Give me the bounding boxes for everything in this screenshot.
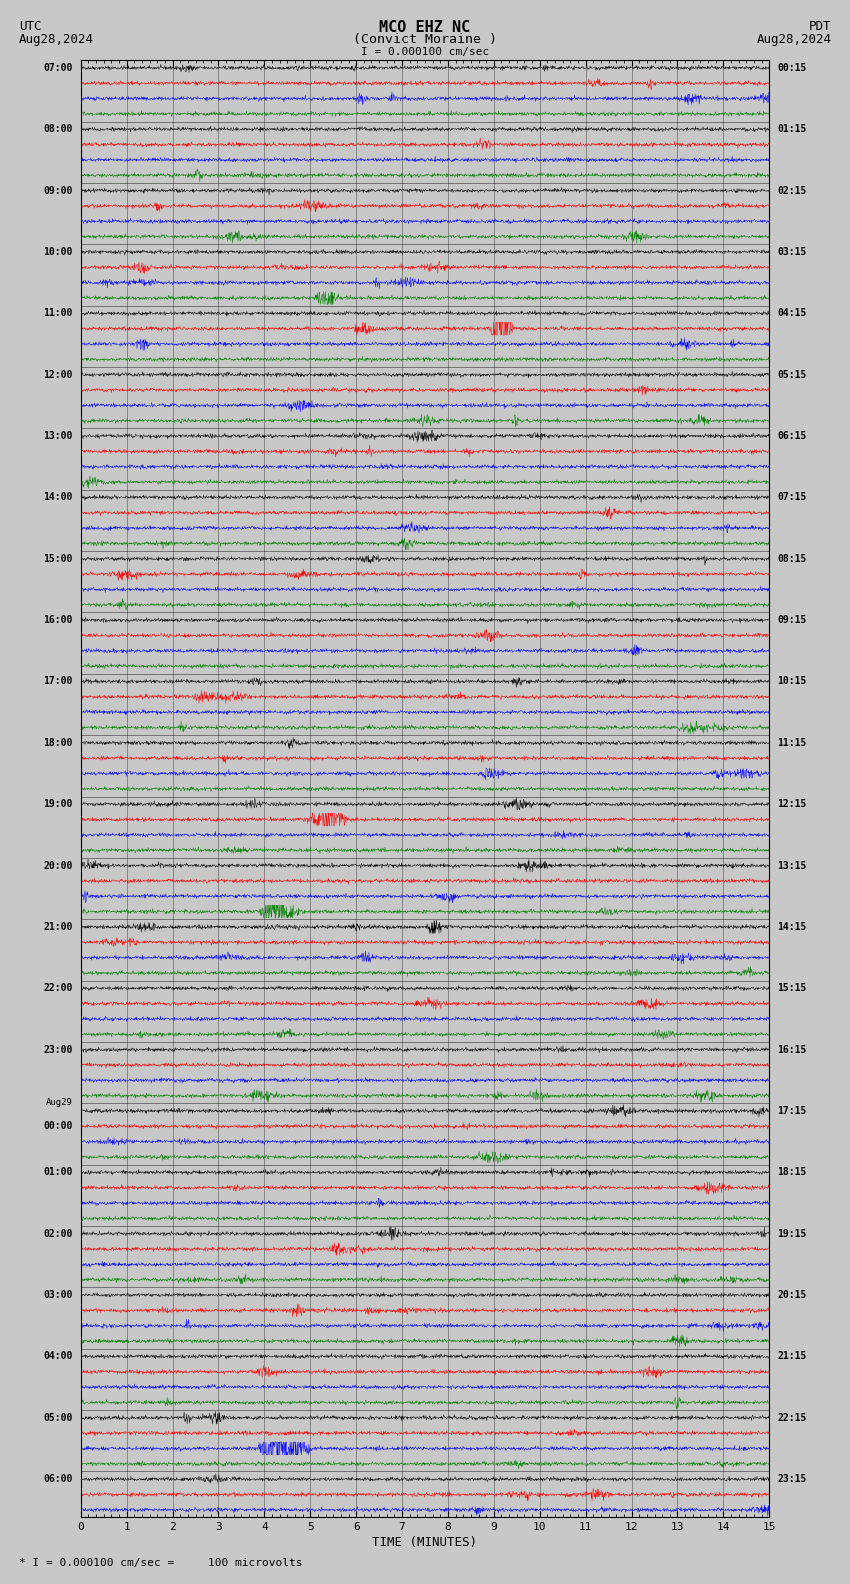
Text: 19:15: 19:15	[778, 1229, 807, 1239]
Text: 21:00: 21:00	[43, 922, 72, 931]
Text: 00:15: 00:15	[778, 63, 807, 73]
Text: 11:15: 11:15	[778, 738, 807, 748]
Text: 14:00: 14:00	[43, 493, 72, 502]
Text: 20:00: 20:00	[43, 860, 72, 871]
Text: 22:00: 22:00	[43, 984, 72, 993]
Text: 15:15: 15:15	[778, 984, 807, 993]
Text: 17:00: 17:00	[43, 676, 72, 686]
Text: 23:15: 23:15	[778, 1475, 807, 1484]
Text: 03:15: 03:15	[778, 247, 807, 257]
Text: 07:00: 07:00	[43, 63, 72, 73]
Text: I = 0.000100 cm/sec: I = 0.000100 cm/sec	[361, 46, 489, 57]
Text: 06:00: 06:00	[43, 1475, 72, 1484]
Text: Aug28,2024: Aug28,2024	[19, 33, 94, 46]
Text: 19:00: 19:00	[43, 800, 72, 809]
Text: MCO EHZ NC: MCO EHZ NC	[379, 19, 471, 35]
Text: 01:00: 01:00	[43, 1167, 72, 1177]
Text: 12:15: 12:15	[778, 800, 807, 809]
Text: 17:15: 17:15	[778, 1106, 807, 1117]
Text: 09:15: 09:15	[778, 615, 807, 626]
Text: 05:00: 05:00	[43, 1413, 72, 1422]
Text: 18:00: 18:00	[43, 738, 72, 748]
Text: 18:15: 18:15	[778, 1167, 807, 1177]
Text: PDT: PDT	[809, 19, 831, 33]
Text: UTC: UTC	[19, 19, 41, 33]
Text: 04:15: 04:15	[778, 309, 807, 318]
Text: 22:15: 22:15	[778, 1413, 807, 1422]
Text: 02:15: 02:15	[778, 185, 807, 195]
Text: 09:00: 09:00	[43, 185, 72, 195]
Text: 00:00: 00:00	[43, 1121, 72, 1131]
Text: 03:00: 03:00	[43, 1289, 72, 1300]
Text: 02:00: 02:00	[43, 1229, 72, 1239]
Text: 23:00: 23:00	[43, 1044, 72, 1055]
Text: * I = 0.000100 cm/sec =     100 microvolts: * I = 0.000100 cm/sec = 100 microvolts	[19, 1559, 303, 1568]
Text: 15:00: 15:00	[43, 554, 72, 564]
X-axis label: TIME (MINUTES): TIME (MINUTES)	[372, 1536, 478, 1549]
Text: 10:00: 10:00	[43, 247, 72, 257]
Text: 16:15: 16:15	[778, 1044, 807, 1055]
Text: Aug29: Aug29	[46, 1098, 72, 1107]
Text: 06:15: 06:15	[778, 431, 807, 440]
Text: 11:00: 11:00	[43, 309, 72, 318]
Text: 21:15: 21:15	[778, 1351, 807, 1361]
Text: 07:15: 07:15	[778, 493, 807, 502]
Text: 16:00: 16:00	[43, 615, 72, 626]
Text: Aug28,2024: Aug28,2024	[756, 33, 831, 46]
Text: 14:15: 14:15	[778, 922, 807, 931]
Text: 13:15: 13:15	[778, 860, 807, 871]
Text: 01:15: 01:15	[778, 124, 807, 135]
Text: 05:15: 05:15	[778, 369, 807, 380]
Text: 04:00: 04:00	[43, 1351, 72, 1361]
Text: 10:15: 10:15	[778, 676, 807, 686]
Text: (Convict Moraine ): (Convict Moraine )	[353, 33, 497, 46]
Text: 08:15: 08:15	[778, 554, 807, 564]
Text: 12:00: 12:00	[43, 369, 72, 380]
Text: 08:00: 08:00	[43, 124, 72, 135]
Text: 13:00: 13:00	[43, 431, 72, 440]
Text: 20:15: 20:15	[778, 1289, 807, 1300]
